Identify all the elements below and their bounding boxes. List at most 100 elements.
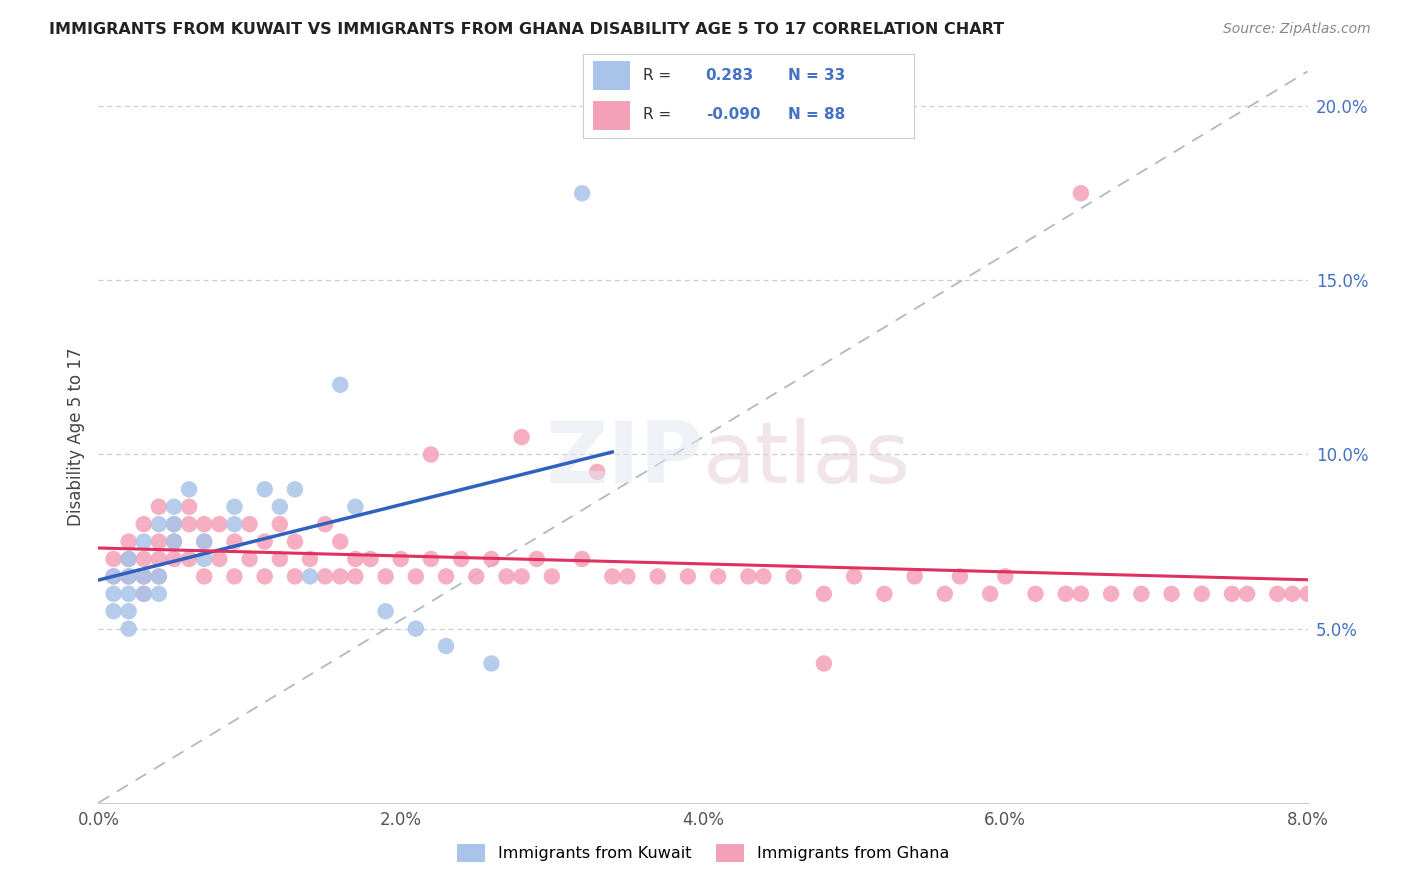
Point: [193, 569, 215, 583]
Point: [979, 587, 1001, 601]
Point: [1267, 587, 1289, 601]
Point: [329, 377, 352, 392]
Point: [434, 639, 457, 653]
Point: [904, 569, 927, 583]
Point: [132, 534, 155, 549]
Point: [239, 552, 262, 566]
Point: [148, 534, 170, 549]
Text: Source: ZipAtlas.com: Source: ZipAtlas.com: [1223, 22, 1371, 37]
Point: [873, 587, 896, 601]
Point: [374, 604, 396, 618]
Point: [284, 569, 307, 583]
Point: [571, 552, 593, 566]
Point: [1160, 587, 1182, 601]
Point: [314, 569, 336, 583]
Point: [132, 569, 155, 583]
Point: [405, 569, 427, 583]
Point: [284, 534, 307, 549]
Point: [994, 569, 1017, 583]
Point: [118, 587, 141, 601]
Point: [1070, 186, 1092, 201]
Point: [510, 430, 533, 444]
Point: [813, 657, 835, 671]
Point: [813, 587, 835, 601]
Point: [163, 517, 186, 532]
Point: [434, 569, 457, 583]
Point: [253, 483, 276, 497]
Point: [269, 552, 291, 566]
Point: [1281, 587, 1303, 601]
Point: [602, 569, 624, 583]
Point: [526, 552, 548, 566]
Point: [299, 569, 322, 583]
Legend: Immigrants from Kuwait, Immigrants from Ghana: Immigrants from Kuwait, Immigrants from …: [450, 838, 956, 868]
Point: [179, 500, 201, 514]
Point: [148, 569, 170, 583]
Point: [299, 552, 322, 566]
Point: [103, 569, 125, 583]
Point: [132, 517, 155, 532]
Point: [1296, 587, 1319, 601]
Point: [148, 500, 170, 514]
Point: [374, 569, 396, 583]
Point: [360, 552, 382, 566]
Text: R =: R =: [643, 68, 671, 83]
Point: [949, 569, 972, 583]
Point: [1191, 587, 1213, 601]
Text: R =: R =: [643, 107, 671, 122]
Point: [344, 569, 367, 583]
Point: [1054, 587, 1077, 601]
Point: [224, 500, 246, 514]
Point: [405, 622, 427, 636]
Point: [420, 552, 443, 566]
Point: [510, 569, 533, 583]
Point: [193, 552, 215, 566]
Point: [1220, 587, 1243, 601]
Y-axis label: Disability Age 5 to 17: Disability Age 5 to 17: [66, 348, 84, 526]
Point: [208, 517, 231, 532]
Point: [1130, 587, 1153, 601]
Point: [465, 569, 488, 583]
Point: [586, 465, 609, 479]
FancyBboxPatch shape: [593, 101, 630, 130]
Point: [148, 517, 170, 532]
Point: [647, 569, 669, 583]
Point: [783, 569, 806, 583]
Point: [163, 534, 186, 549]
Point: [179, 517, 201, 532]
Point: [450, 552, 472, 566]
Point: [420, 448, 443, 462]
Point: [481, 657, 503, 671]
Point: [118, 552, 141, 566]
Point: [224, 569, 246, 583]
Point: [239, 517, 262, 532]
Point: [616, 569, 638, 583]
Point: [163, 552, 186, 566]
Point: [103, 569, 125, 583]
Point: [103, 604, 125, 618]
Point: [179, 483, 201, 497]
Point: [844, 569, 866, 583]
Point: [208, 552, 231, 566]
Point: [269, 517, 291, 532]
Point: [481, 552, 503, 566]
Text: N = 33: N = 33: [789, 68, 845, 83]
Point: [193, 534, 215, 549]
Point: [344, 552, 367, 566]
Point: [269, 500, 291, 514]
Point: [934, 587, 956, 601]
Point: [314, 517, 336, 532]
Point: [132, 587, 155, 601]
Point: [118, 569, 141, 583]
Point: [193, 534, 215, 549]
Point: [193, 517, 215, 532]
Point: [118, 534, 141, 549]
Point: [163, 534, 186, 549]
Point: [118, 604, 141, 618]
Point: [676, 569, 699, 583]
Point: [1236, 587, 1258, 601]
Point: [224, 517, 246, 532]
Point: [1099, 587, 1122, 601]
Point: [148, 552, 170, 566]
Point: [284, 483, 307, 497]
